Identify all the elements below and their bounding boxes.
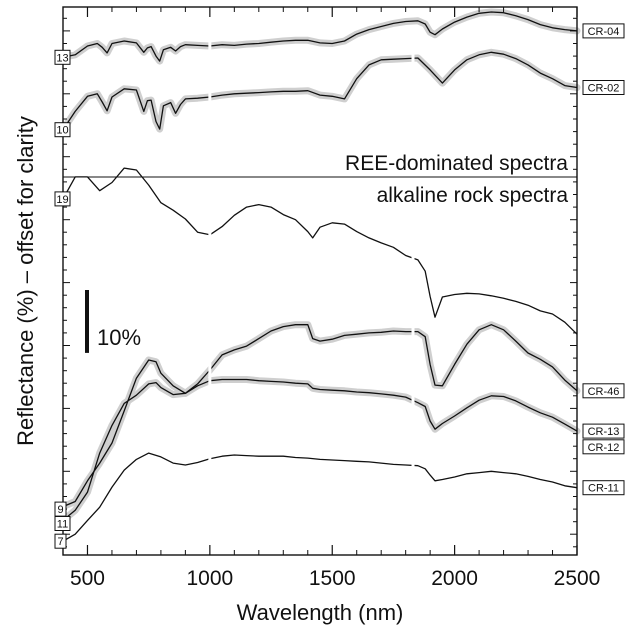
tick-marks: 500 1000 1500 2000 2500 <box>62 7 601 590</box>
sample-count-cr-11: 7 <box>57 536 63 548</box>
sample-count-extra-2: 11 <box>57 519 68 531</box>
x-tick-label-1500: 1500 <box>309 567 356 590</box>
y-axis-title: Reflectance (%) – offset for clarity <box>13 116 38 446</box>
x-tick-label-2000: 2000 <box>431 567 478 590</box>
spectrum-line-cr-46 <box>62 324 578 508</box>
series-tag-cr-13: CR-13 <box>588 426 620 438</box>
series-tag-box-cr-04 <box>582 23 625 39</box>
section-label-alkaline: alkaline rock spectra <box>377 184 569 207</box>
sample-count-box-extra-2 <box>54 516 71 531</box>
uncertainty-bands <box>59 8 581 524</box>
sample-count-box-cr-11 <box>54 533 67 549</box>
spectrum-line-cr-02 <box>62 51 578 131</box>
uncertainty-band-cr-13 <box>59 376 581 524</box>
sample-count-box-cr-04 <box>54 49 71 65</box>
x-axis-title: Wavelength (nm) <box>237 600 404 625</box>
series-tag-box-cr-13 <box>582 423 625 439</box>
series-tag-box-cr-11 <box>582 480 625 496</box>
series-tag-cr-12: CR-12 <box>588 442 620 454</box>
scale-bar-label: 10% <box>97 325 141 350</box>
series-tag-cr-46: CR-46 <box>588 386 620 398</box>
section-label-ree: REE-dominated spectra <box>345 152 568 175</box>
sample-count-series-2: 19 <box>56 194 68 206</box>
series-tag-box-cr-02 <box>582 80 625 95</box>
sample-count-cr-02: 10 <box>56 125 68 137</box>
series-tag-cr-02: CR-02 <box>588 83 620 95</box>
spectrum-line-cr-13 <box>62 378 578 521</box>
sample-count-cr-04: 13 <box>56 52 68 64</box>
series-tag-cr-04: CR-04 <box>588 26 620 38</box>
x-tick-label-500: 500 <box>70 567 105 590</box>
sample-count-box-cr-02 <box>54 122 71 138</box>
plot-frame <box>62 6 578 556</box>
uncertainty-band-cr-46 <box>59 321 581 511</box>
series-tag-cr-11: CR-11 <box>588 483 619 495</box>
x-tick-label-2500: 2500 <box>554 567 601 590</box>
uncertainty-band-cr-02 <box>59 48 581 134</box>
spectrum-line-cr-04 <box>62 11 578 62</box>
spectrum-line-cr-11 <box>62 452 578 542</box>
text-labels: REE-dominated spectra alkaline rock spec… <box>13 23 625 625</box>
sample-count-box-series-2 <box>54 191 71 207</box>
x-tick-label-1000: 1000 <box>186 567 233 590</box>
sample-count-extra-1: 9 <box>57 504 63 516</box>
spectrum-line-series-2 <box>62 167 578 335</box>
series-tag-box-cr-12 <box>582 439 625 455</box>
series-tag-box-cr-46 <box>582 383 625 399</box>
spectrum-lines <box>62 11 578 542</box>
plot-decorations <box>63 30 577 505</box>
axes <box>62 6 578 556</box>
